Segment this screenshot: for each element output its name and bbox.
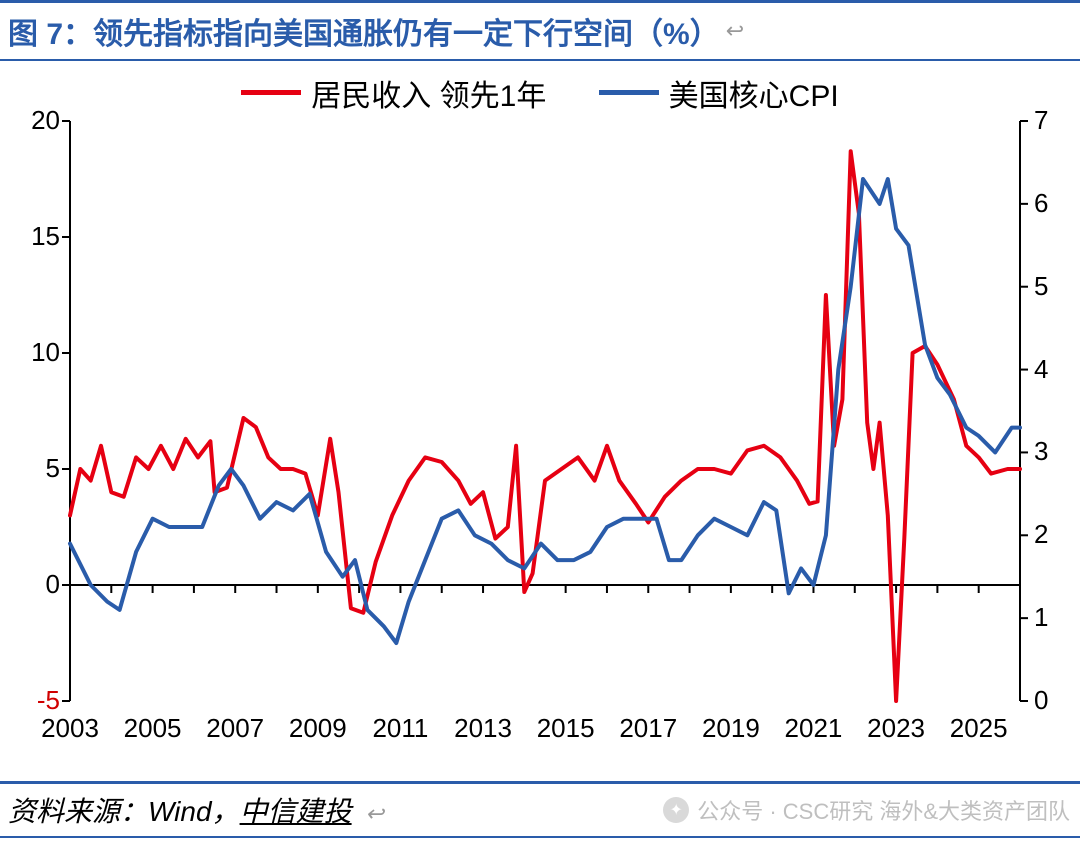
axis-tick-label: 6 xyxy=(1034,188,1064,219)
axis-tick-label: 2007 xyxy=(195,713,275,744)
axis-tick-label: 0 xyxy=(1034,685,1064,716)
axis-tick-label: 15 xyxy=(10,221,60,252)
axis-tick-label: 2019 xyxy=(691,713,771,744)
axis-tick-label: 3 xyxy=(1034,436,1064,467)
figure-title: 图 7：领先指标指向美国通胀仍有一定下行空间（%） xyxy=(8,9,720,53)
axis-tick-label: 2025 xyxy=(939,713,1019,744)
axis-tick-label: 2003 xyxy=(30,713,110,744)
legend-swatch-2 xyxy=(599,90,659,95)
legend: 居民收入 领先1年 美国核心CPI xyxy=(0,69,1080,115)
figure-container: 图 7：领先指标指向美国通胀仍有一定下行空间（%） ↩ 居民收入 领先1年 美国… xyxy=(0,0,1080,843)
chart-area: 居民收入 领先1年 美国核心CPI -5 0 5 10 15 20 0 1 2 3 4 5 6 7 2003… xyxy=(0,61,1080,781)
axis-tick-label: 10 xyxy=(10,337,60,368)
legend-label-1: 居民收入 领先1年 xyxy=(311,71,546,115)
watermark-text: 公众号 · CSC研究 海外&大类资产团队 xyxy=(697,794,1070,826)
axis-tick-label: 20 xyxy=(10,105,60,136)
return-icon: ↩ xyxy=(726,18,744,44)
axis-tick-label: 2021 xyxy=(773,713,853,744)
axis-tick-label: 0 xyxy=(10,569,60,600)
chart-svg xyxy=(0,61,1080,781)
legend-swatch-1 xyxy=(241,90,301,95)
source-bar: 资料来源：Wind，中信建投 ↩ ✦ 公众号 · CSC研究 海外&大类资产团队 xyxy=(0,781,1080,838)
axis-tick-label: 2009 xyxy=(278,713,358,744)
axis-tick-label: 2023 xyxy=(856,713,936,744)
axis-tick-label: 2005 xyxy=(113,713,193,744)
axis-tick-label: 2011 xyxy=(360,713,440,744)
legend-item-series1: 居民收入 领先1年 xyxy=(241,71,546,115)
return-icon-2: ↩ xyxy=(365,801,383,826)
axis-tick-label: 5 xyxy=(1034,271,1064,302)
axis-tick-label: 7 xyxy=(1034,105,1064,136)
axis-tick-label: 2015 xyxy=(526,713,606,744)
axis-tick-label: 1 xyxy=(1034,602,1064,633)
watermark: ✦ 公众号 · CSC研究 海外&大类资产团队 xyxy=(663,794,1070,826)
axis-tick-label: 2017 xyxy=(608,713,688,744)
axis-tick-label: 5 xyxy=(10,453,60,484)
legend-item-series2: 美国核心CPI xyxy=(599,71,839,115)
source-underlined: 中信建投 xyxy=(240,796,352,827)
axis-tick-label: 2 xyxy=(1034,519,1064,550)
wechat-icon: ✦ xyxy=(663,797,689,823)
axis-tick-label: 2013 xyxy=(443,713,523,744)
legend-label-2: 美国核心CPI xyxy=(669,71,839,115)
source-prefix: 资料来源：Wind， xyxy=(8,796,240,827)
axis-tick-label: -5 xyxy=(10,685,60,716)
axis-tick-label: 4 xyxy=(1034,354,1064,385)
title-bar: 图 7：领先指标指向美国通胀仍有一定下行空间（%） ↩ xyxy=(0,0,1080,61)
